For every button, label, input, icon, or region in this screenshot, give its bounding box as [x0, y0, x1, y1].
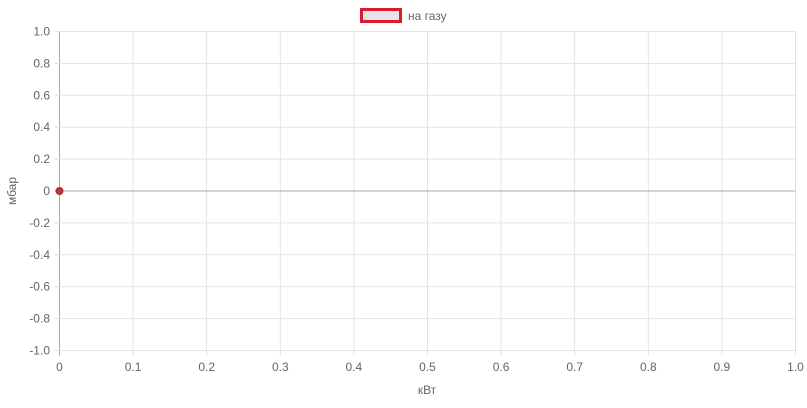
legend[interactable]: на газу: [360, 8, 447, 23]
y-tick-label: 0.4: [33, 120, 50, 134]
y-tick-label: 0.6: [33, 88, 50, 102]
x-tick-label: 0.9: [714, 360, 731, 374]
y-tick-label: 0.8: [33, 56, 50, 70]
x-tick-label: 0: [56, 360, 63, 374]
x-tick-label: 0.1: [125, 360, 142, 374]
x-tick-label: 0.2: [198, 360, 215, 374]
y-tick-label: -0.4: [29, 248, 50, 262]
y-tick-label: -1.0: [29, 344, 50, 358]
legend-label[interactable]: на газу: [408, 9, 447, 23]
y-axis-label: мбар: [5, 177, 19, 205]
x-tick-label: 0.4: [346, 360, 363, 374]
y-tick-label: -0.6: [29, 280, 50, 294]
x-tick-label: 0.3: [272, 360, 289, 374]
data-points: [55, 187, 64, 195]
x-tick-label: 0.5: [419, 360, 436, 374]
x-tick-label: 0.6: [493, 360, 510, 374]
grid: [54, 31, 796, 356]
y-tick-label: 0.2: [33, 152, 50, 166]
x-tick-label: 0.7: [566, 360, 583, 374]
x-tick-label: 0.8: [640, 360, 657, 374]
y-tick-label: -0.8: [29, 312, 50, 326]
data-point: [55, 187, 64, 195]
tick-labels: 0 0.1 0.2 0.3 0.4 0.5 0.6 0.7 0.8 0.9 1.0 1.0 0.8 0.6…: [29, 25, 804, 375]
y-tick-label: 0: [43, 184, 50, 198]
legend-swatch[interactable]: [360, 8, 402, 23]
y-tick-label: -0.2: [29, 216, 50, 230]
x-axis-label: кВт: [418, 383, 437, 397]
x-tick-label: 1.0: [787, 360, 804, 374]
y-tick-label: 1.0: [33, 25, 50, 39]
